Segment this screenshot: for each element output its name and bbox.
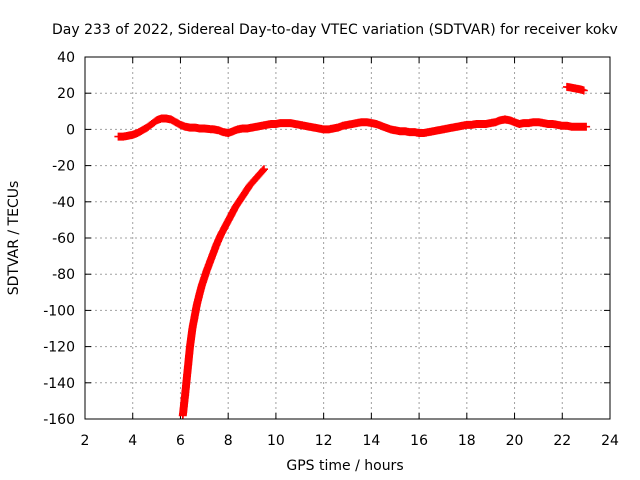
x-tick-label: 18 (458, 433, 476, 449)
x-axis-ticks: 2 4 6 8 10 12 14 16 18 20 22 24 (81, 57, 619, 449)
y-tick-label: 40 (57, 50, 75, 66)
y-tick-label: 0 (66, 122, 75, 138)
data-series-group (114, 82, 591, 420)
x-tick-label: 2 (81, 433, 90, 449)
series-markers-1 (114, 114, 591, 141)
x-tick-label: 20 (506, 433, 524, 449)
x-tick-label: 22 (553, 433, 571, 449)
y-tick-label: -20 (52, 159, 75, 175)
y-tick-label: -40 (52, 195, 75, 211)
plot-frame (84, 56, 611, 420)
y-tick-label: -60 (52, 231, 75, 247)
y-tick-label: -80 (52, 267, 75, 283)
x-tick-label: 16 (410, 433, 428, 449)
x-tick-label: 10 (267, 433, 285, 449)
y-axis-ticks: -160 -140 -120 -100 -80 -60 -40 -20 0 20 40 (43, 50, 610, 428)
y-tick-label: -120 (43, 340, 75, 356)
x-tick-label: 4 (128, 433, 137, 449)
series-3 (178, 165, 268, 420)
series-markers-3 (178, 165, 268, 420)
x-tick-label: 12 (315, 433, 333, 449)
y-tick-label: -160 (43, 412, 75, 428)
x-axis-label: GPS time / hours (286, 458, 403, 474)
grid-lines (85, 57, 610, 419)
series-2 (563, 82, 588, 95)
y-axis-label: SDTVAR / TECUs (6, 181, 22, 296)
x-tick-label: 8 (224, 433, 233, 449)
y-tick-label: -140 (43, 376, 75, 392)
chart-title: Day 233 of 2022, Sidereal Day-to-day VTE… (52, 22, 618, 38)
y-tick-label: 20 (57, 86, 75, 102)
x-tick-label: 14 (362, 433, 380, 449)
series-1 (114, 114, 591, 141)
series-markers-2 (563, 82, 588, 95)
x-tick-label: 6 (176, 433, 185, 449)
x-tick-label: 24 (601, 433, 619, 449)
y-tick-label: -100 (43, 303, 75, 319)
